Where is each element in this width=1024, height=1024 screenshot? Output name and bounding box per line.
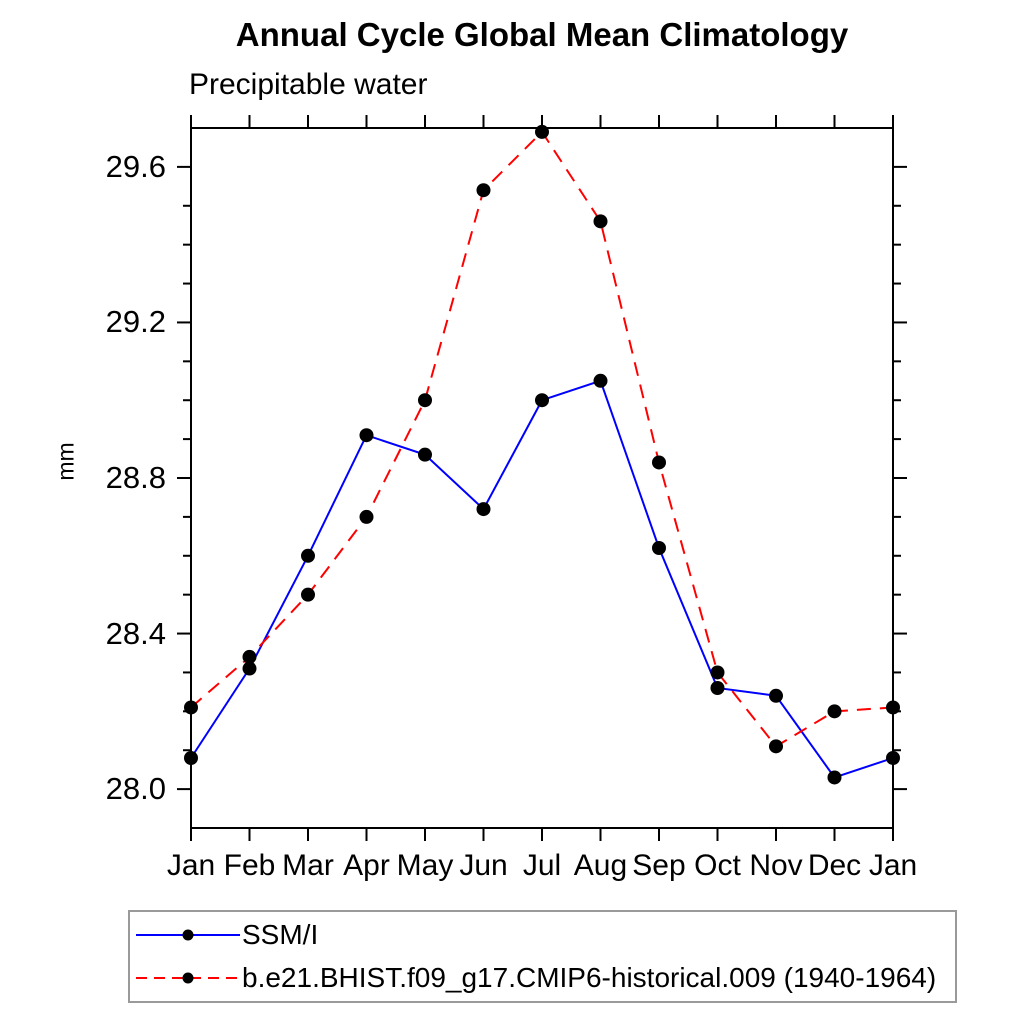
chart-subtitle: Precipitable water [189, 68, 428, 101]
data-point-marker [418, 393, 432, 408]
legend-line-sample [136, 972, 240, 984]
chart-title: Annual Cycle Global Mean Climatology [235, 16, 849, 53]
legend-sample-marker [182, 929, 194, 941]
data-point-marker [827, 770, 842, 785]
x-tick-label: Nov [749, 849, 803, 882]
series-line-0 [190, 379, 894, 779]
y-tick-label: 28.0 [105, 771, 166, 807]
data-point-marker [827, 704, 842, 719]
x-tick-label: Jun [459, 849, 508, 882]
series-line-1 [190, 130, 894, 748]
data-point-marker [418, 447, 432, 462]
data-point-marker [476, 183, 491, 198]
legend-item: b.e21.BHIST.f09_g17.CMIP6-historical.009… [134, 958, 955, 998]
data-point-marker [710, 665, 725, 680]
data-point-marker [184, 751, 198, 765]
y-tick-label: 29.2 [105, 304, 166, 340]
y-tick-label: 28.8 [105, 460, 166, 495]
data-point-marker [769, 739, 783, 754]
data-point-marker [593, 373, 608, 388]
legend-item: SSM/I [134, 915, 955, 955]
legend-line-sample [136, 929, 240, 941]
axis-frame [190, 127, 894, 829]
data-point-marker [242, 661, 257, 676]
x-tick-label: Jan [166, 849, 216, 882]
data-point-marker [535, 393, 549, 408]
legend-box: SSM/I b.e21.BHIST.f09_g17.CMIP6-historica… [128, 910, 957, 1003]
x-tick-label: May [396, 849, 454, 882]
data-point-marker [652, 541, 666, 555]
y-tick-label: 28.4 [105, 615, 166, 651]
y-tick-label: 29.6 [105, 148, 166, 184]
legend-label: b.e21.BHIST.f09_g17.CMIP6-historical.009… [242, 962, 937, 993]
x-tick-label: Mar [282, 849, 334, 882]
x-tick-label: Jan [868, 849, 918, 882]
legend-sample-marker [182, 972, 194, 984]
legend-label: SSM/I [242, 919, 319, 950]
data-point-marker [359, 428, 374, 443]
data-point-marker [476, 502, 491, 517]
x-tick-label: Dec [807, 849, 862, 882]
data-point-marker [652, 455, 666, 470]
data-point-marker [184, 700, 198, 715]
x-tick-label: Jul [522, 849, 562, 882]
x-tick-label: Oct [694, 849, 741, 882]
data-point-marker [535, 124, 549, 139]
data-point-marker [710, 681, 725, 695]
data-point-marker [886, 700, 900, 715]
data-point-marker [301, 548, 315, 563]
data-point-marker [593, 214, 608, 229]
data-point-marker [301, 587, 315, 602]
x-tick-label: Aug [573, 849, 628, 882]
x-tick-label: Sep [632, 849, 686, 882]
data-point-marker [886, 751, 900, 765]
data-point-marker [769, 688, 783, 703]
data-point-marker [359, 509, 374, 524]
x-tick-label: Feb [223, 849, 276, 882]
data-point-marker [242, 649, 257, 664]
x-tick-label: Apr [343, 849, 390, 882]
